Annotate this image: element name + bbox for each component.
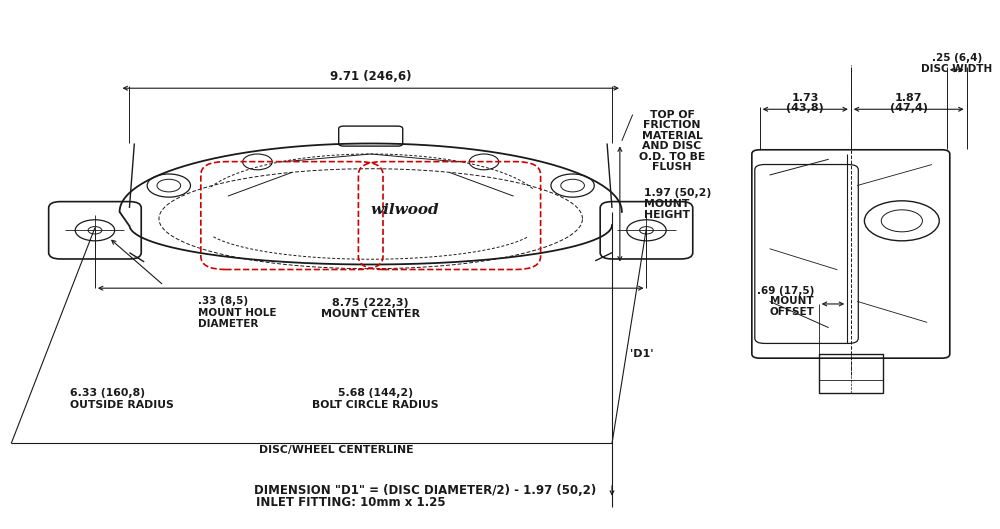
Text: DIAMETER: DIAMETER [198,319,259,329]
Text: TOP OF: TOP OF [650,110,695,120]
Text: INLET FITTING: 10mm x 1.25: INLET FITTING: 10mm x 1.25 [256,496,446,509]
Text: FRICTION: FRICTION [643,120,701,130]
Text: .25 (6,4): .25 (6,4) [932,53,982,63]
Text: AND DISC: AND DISC [642,141,702,151]
Text: 6.33 (160,8): 6.33 (160,8) [70,388,145,398]
Text: DIMENSION "D1" = (DISC DIAMETER/2) - 1.97 (50,2): DIMENSION "D1" = (DISC DIAMETER/2) - 1.9… [254,484,596,497]
Text: FLUSH: FLUSH [652,162,692,172]
Text: 1.97 (50,2): 1.97 (50,2) [644,188,712,198]
Text: MOUNT CENTER: MOUNT CENTER [321,309,420,320]
Text: (43,8): (43,8) [786,103,824,113]
Text: BOLT CIRCLE RADIUS: BOLT CIRCLE RADIUS [312,400,439,410]
Text: .33 (8,5): .33 (8,5) [198,296,248,306]
Text: 9.71 (246,6): 9.71 (246,6) [330,70,411,83]
Text: DISC WIDTH: DISC WIDTH [921,64,992,74]
Text: wilwood: wilwood [371,203,439,217]
Text: MOUNT HOLE: MOUNT HOLE [198,308,277,318]
Text: (47,4): (47,4) [890,103,928,113]
Bar [819,354,883,394]
Text: OFFSET: OFFSET [769,307,814,317]
Text: 1.87: 1.87 [895,93,922,103]
Text: DISC/WHEEL CENTERLINE: DISC/WHEEL CENTERLINE [259,445,413,455]
Text: HEIGHT: HEIGHT [644,209,690,220]
Text: MOUNT: MOUNT [770,296,814,306]
Text: MOUNT: MOUNT [644,199,690,209]
Text: MATERIAL: MATERIAL [642,131,703,141]
Text: 'D1': 'D1' [630,349,653,359]
Text: 5.68 (144,2): 5.68 (144,2) [338,388,413,398]
Text: OUTSIDE RADIUS: OUTSIDE RADIUS [70,400,174,410]
Text: .69 (17,5): .69 (17,5) [757,286,814,296]
Text: O.D. TO BE: O.D. TO BE [639,152,705,162]
Text: 1.73: 1.73 [792,93,819,103]
Text: 8.75 (222,3): 8.75 (222,3) [332,298,409,308]
